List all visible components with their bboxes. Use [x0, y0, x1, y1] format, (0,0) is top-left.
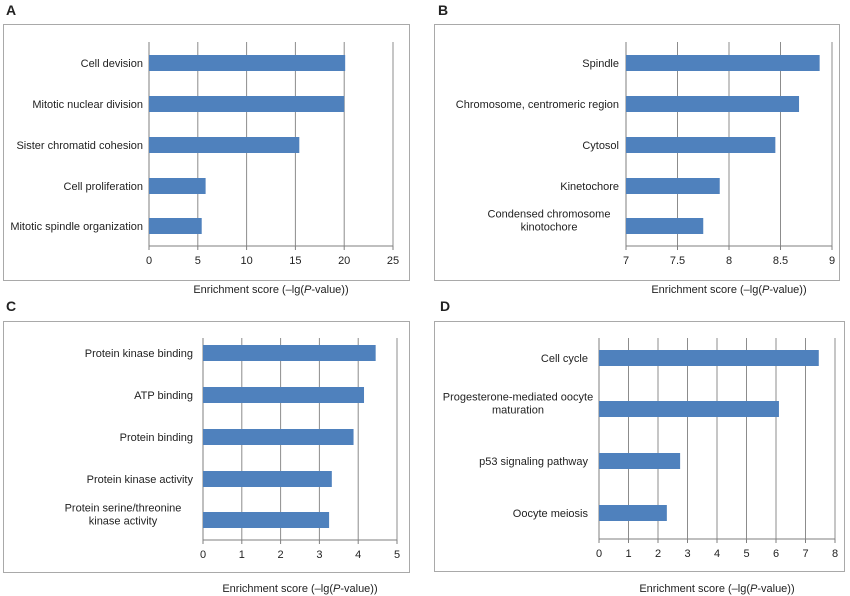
panel-c-category-label-0: Protein kinase binding [85, 348, 193, 360]
panel-b-tick-label-4: 9 [829, 255, 835, 267]
panel-b-category-label-3: Kinetochore [560, 181, 619, 193]
panel-a-tick-label-0: 0 [146, 255, 152, 267]
panel-b-category-label-1: Chromosome, centromeric region [456, 99, 619, 111]
panel-b-bar-0 [626, 55, 820, 71]
panel-a-category-label-3: Cell proliferation [64, 181, 143, 193]
panel-b-bar-3 [626, 178, 720, 194]
panel-a-tick-label-4: 20 [338, 255, 350, 267]
panel-d-category-label-2: p53 signaling pathway [479, 456, 588, 468]
panel-a-bar-0 [149, 55, 346, 71]
panel-a-category-label-1: Mitotic nuclear division [32, 99, 143, 111]
panel-c-bar-2 [203, 429, 354, 445]
panel-b-bar-4 [626, 218, 704, 234]
panel-c-tick-label-5: 5 [394, 549, 400, 561]
panel-b-xlabel: Enrichment score (–lg(P-value)) [651, 284, 807, 296]
panel-d-tick-label-1: 1 [625, 548, 631, 560]
panel-letter-d: D [440, 298, 451, 314]
panel-a-tick-label-5: 25 [387, 255, 399, 267]
panel-c-xlabel: Enrichment score (–lg(P-value)) [222, 583, 378, 595]
panel-b-category-label-4: Condensed chromosome kinotochore [488, 209, 611, 234]
panel-d-tick-label-5: 5 [743, 548, 749, 560]
panel-d-category-label-1: Progesterone-mediated oocyte maturation [443, 392, 593, 417]
panel-a-category-label-4: Mitotic spindle organization [10, 221, 143, 233]
panel-c-tick-label-4: 4 [355, 549, 361, 561]
panel-b-tick-label-3: 8.5 [773, 255, 788, 267]
panel-b-tick-label-1: 7.5 [670, 255, 685, 267]
panel-c-category-label-2: Protein binding [120, 432, 193, 444]
panel-a-bar-2 [149, 137, 300, 153]
panel-a-tick-label-3: 15 [289, 255, 301, 267]
panel-c-category-label-1: ATP binding [134, 390, 193, 402]
panel-a-xlabel: Enrichment score (–lg(P-value)) [193, 284, 349, 296]
panel-b-tick-label-2: 8 [726, 255, 732, 267]
panel-a-bar-3 [149, 178, 206, 194]
panel-c-bar-3 [203, 471, 332, 487]
panel-c-tick-label-0: 0 [200, 549, 206, 561]
panel-letter-c: C [6, 298, 17, 314]
panel-d-tick-label-6: 6 [773, 548, 779, 560]
panel-a-tick-label-1: 5 [195, 255, 201, 267]
panel-c-tick-label-3: 3 [316, 549, 322, 561]
panel-d-bar-0 [599, 350, 819, 366]
panel-c-category-label-3: Protein kinase activity [87, 474, 194, 486]
panel-d-tick-label-8: 8 [832, 548, 838, 560]
panel-d-tick-label-2: 2 [655, 548, 661, 560]
panel-c-tick-label-2: 2 [278, 549, 284, 561]
panel-c-bar-4 [203, 512, 330, 528]
panel-c-frame [3, 321, 410, 573]
panel-d-category-label-3: Oocyte meiosis [513, 508, 589, 520]
panel-d-tick-label-7: 7 [802, 548, 808, 560]
panel-d-category-label-0: Cell cycle [541, 353, 588, 365]
panel-d-tick-label-4: 4 [714, 548, 720, 560]
panel-c-bar-1 [203, 387, 365, 403]
panel-d-xlabel: Enrichment score (–lg(P-value)) [639, 583, 795, 595]
panel-d-bar-2 [599, 453, 681, 469]
panel-d-tick-label-3: 3 [684, 548, 690, 560]
panel-c-category-label-4: Protein serine/threonine kinase activity [65, 503, 182, 528]
panel-b-tick-label-0: 7 [623, 255, 629, 267]
panel-b-bar-2 [626, 137, 776, 153]
panel-d-bar-1 [599, 401, 779, 417]
panel-d-tick-label-0: 0 [596, 548, 602, 560]
panel-a-bar-4 [149, 218, 202, 234]
panel-c-bar-0 [203, 345, 376, 361]
panel-b-category-label-2: Cytosol [582, 140, 619, 152]
panel-b-category-label-0: Spindle [582, 58, 619, 70]
panel-c-tick-label-1: 1 [239, 549, 245, 561]
panel-d-bar-3 [599, 505, 667, 521]
panel-b-bar-1 [626, 96, 800, 112]
panel-a-category-label-2: Sister chromatid cohesion [16, 140, 143, 152]
panel-a-bar-1 [149, 96, 345, 112]
panel-letter-a: A [6, 2, 17, 18]
panel-a-tick-label-2: 10 [240, 255, 252, 267]
panel-a-category-label-0: Cell devision [81, 58, 143, 70]
panel-letter-b: B [438, 2, 449, 18]
